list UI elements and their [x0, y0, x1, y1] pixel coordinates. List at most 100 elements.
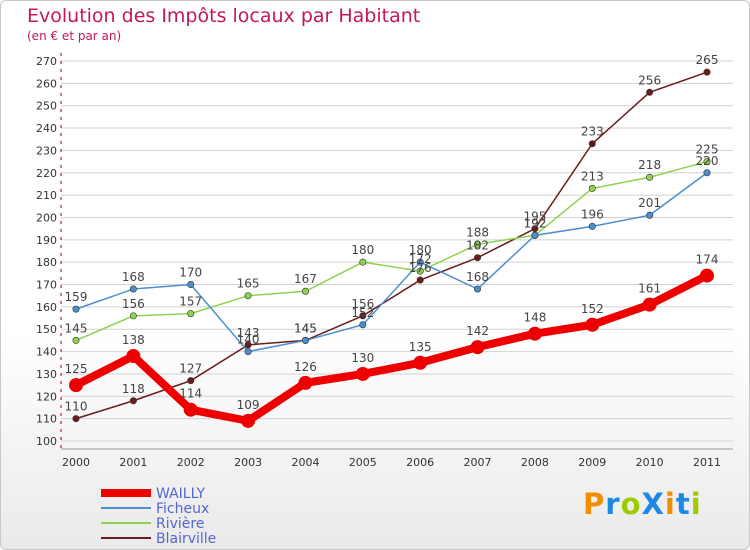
logo-letter: o — [620, 487, 642, 521]
data-point-ficheux — [359, 321, 367, 329]
data-point-rivi-re — [359, 258, 367, 266]
data-point-blairville — [531, 225, 539, 233]
logo-letter: P — [583, 487, 606, 521]
data-label-wailly: 142 — [466, 324, 489, 338]
chart-title: Evolution des Impôts locaux par Habitant — [27, 5, 421, 27]
logo-letter: i — [690, 487, 702, 521]
x-tick-label: 2003 — [234, 456, 262, 469]
data-label-wailly: 109 — [237, 398, 260, 412]
y-tick-label: 210 — [36, 189, 57, 202]
data-point-rivi-re — [72, 336, 80, 344]
data-point-wailly — [585, 317, 600, 332]
x-tick-label: 2009 — [578, 456, 606, 469]
data-label-wailly: 138 — [122, 333, 145, 347]
data-label-rivi-re: 218 — [638, 158, 661, 172]
legend-label-blairville: Blairville — [156, 531, 216, 547]
data-point-rivi-re — [244, 292, 252, 300]
y-tick-label: 120 — [36, 390, 57, 403]
data-point-ficheux — [531, 231, 539, 239]
data-label-rivi-re: 192 — [523, 216, 546, 230]
data-label-wailly: 174 — [696, 253, 719, 267]
x-tick-label: 2000 — [62, 456, 90, 469]
x-tick-label: 2002 — [177, 456, 205, 469]
data-point-blairville — [359, 312, 367, 320]
data-point-ficheux — [703, 169, 711, 177]
y-tick-label: 240 — [36, 122, 57, 135]
logo-letter: X — [641, 487, 665, 521]
data-label-wailly: 135 — [409, 340, 432, 354]
data-point-wailly — [413, 355, 428, 370]
data-point-blairville — [703, 68, 711, 76]
y-tick-label: 230 — [36, 144, 57, 157]
data-label-blairville: 143 — [237, 326, 260, 340]
data-label-wailly: 152 — [581, 302, 604, 316]
data-label-blairville: 265 — [696, 53, 719, 67]
y-tick-label: 180 — [36, 256, 57, 269]
data-point-wailly — [700, 268, 714, 283]
data-label-blairville: 256 — [638, 73, 661, 87]
series-line-blairville — [75, 71, 708, 420]
data-point-ficheux — [244, 348, 252, 356]
y-tick-label: 260 — [36, 77, 57, 90]
y-tick-label: 110 — [36, 413, 57, 426]
plot-area — [61, 53, 733, 449]
data-label-rivi-re: 172 — [409, 252, 432, 266]
data-point-wailly — [183, 402, 198, 417]
series-line-wailly — [72, 271, 711, 425]
data-label-ficheux: 152 — [351, 306, 374, 320]
data-point-rivi-re — [129, 312, 137, 320]
x-tick-label: 2011 — [693, 456, 721, 469]
data-label-wailly: 161 — [638, 282, 661, 296]
data-label-ficheux: 168 — [466, 270, 489, 284]
data-label-rivi-re: 157 — [179, 295, 202, 309]
data-point-wailly — [642, 297, 657, 312]
data-point-ficheux — [588, 222, 596, 230]
y-tick-label: 140 — [36, 346, 57, 359]
data-point-ficheux — [301, 336, 309, 344]
data-point-wailly — [69, 378, 83, 393]
data-point-rivi-re — [646, 173, 654, 181]
data-point-ficheux — [416, 258, 424, 266]
data-point-wailly — [241, 413, 256, 428]
data-point-blairville — [72, 415, 80, 423]
data-label-blairville: 145 — [294, 321, 317, 335]
data-point-rivi-re — [301, 287, 309, 295]
x-tick-label: 2010 — [636, 456, 664, 469]
data-label-blairville: 110 — [65, 400, 88, 414]
data-point-rivi-re — [416, 267, 424, 275]
chart-subtitle: (en € et par an) — [27, 29, 122, 43]
data-label-blairville: 118 — [122, 382, 145, 396]
logo-letter: t — [675, 487, 691, 521]
y-tick-label: 200 — [36, 211, 57, 224]
data-point-ficheux — [129, 285, 137, 293]
data-label-rivi-re: 145 — [65, 321, 88, 335]
logo-letter: i — [664, 487, 676, 521]
data-point-ficheux — [646, 211, 654, 219]
proxiti-logo: ProXiti — [583, 487, 702, 521]
legend-label-ficheux: Ficheux — [156, 501, 209, 517]
data-label-wailly: 130 — [351, 351, 374, 365]
data-label-blairville: 182 — [466, 239, 489, 253]
data-label-ficheux: 201 — [638, 196, 661, 210]
data-label-rivi-re: 167 — [294, 272, 317, 286]
data-label-rivi-re: 156 — [122, 297, 145, 311]
x-tick-label: 2004 — [291, 456, 319, 469]
data-label-rivi-re: 213 — [581, 169, 604, 183]
data-point-wailly — [126, 349, 141, 364]
data-point-ficheux — [187, 281, 195, 289]
data-label-ficheux: 180 — [409, 243, 432, 257]
x-tick-label: 2001 — [119, 456, 147, 469]
x-tick-label: 2005 — [349, 456, 377, 469]
data-point-rivi-re — [703, 158, 711, 166]
data-point-wailly — [470, 340, 485, 355]
legend-label-rivi-re: Rivière — [156, 516, 204, 532]
data-label-blairville: 195 — [523, 210, 546, 224]
data-point-blairville — [416, 276, 424, 284]
data-point-blairville — [588, 140, 596, 148]
data-label-blairville: 176 — [409, 261, 432, 275]
data-label-wailly: 148 — [523, 311, 546, 325]
data-point-wailly — [527, 326, 542, 341]
data-label-blairville: 127 — [179, 362, 202, 376]
